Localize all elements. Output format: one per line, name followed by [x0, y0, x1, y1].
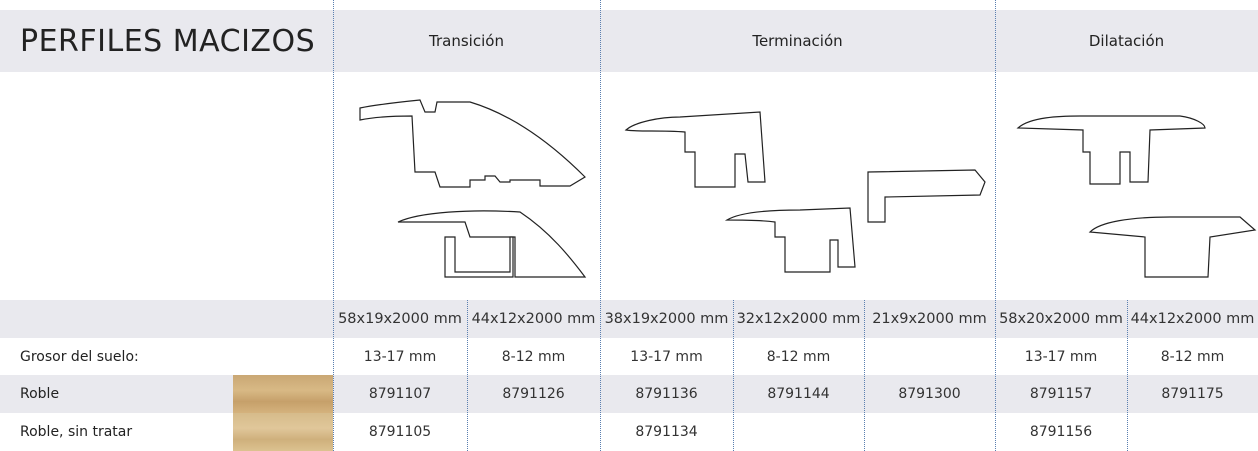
- row-label: Roble: [20, 386, 60, 402]
- cell: 8791144: [767, 386, 830, 402]
- cell: 8791156: [1029, 424, 1093, 440]
- cell: 13-17 mm: [363, 349, 437, 365]
- cell: 8791175: [1161, 386, 1224, 402]
- profile: [1088, 216, 1257, 278]
- size: 58x19x2000 mm: [338, 311, 462, 327]
- group-header: Transición: [429, 32, 504, 50]
- cell: 8791300: [898, 386, 961, 402]
- cell: 8791134: [635, 424, 698, 440]
- wood-swatch: [233, 375, 333, 413]
- cell: 13-17 mm: [1024, 349, 1098, 365]
- size-band: [0, 300, 1258, 338]
- title: PERFILES MACIZOS: [20, 23, 316, 59]
- size: 38x19x2000 mm: [604, 311, 729, 327]
- divider: [995, 0, 996, 451]
- divider: [1127, 300, 1128, 451]
- cell: 8-12 mm: [1160, 349, 1225, 365]
- size: 32x12x2000 mm: [736, 311, 861, 327]
- divider: [467, 300, 468, 451]
- group-header: Terminación: [752, 32, 843, 50]
- profile: [724, 207, 856, 273]
- profile: [624, 111, 766, 188]
- size: 44x12x2000 mm: [1130, 311, 1255, 327]
- cell: 8791105: [368, 424, 432, 440]
- profile: [359, 99, 586, 188]
- cell: 8791157: [1029, 386, 1093, 402]
- cell: 8791107: [368, 386, 432, 402]
- size: 58x20x2000 mm: [999, 311, 1123, 327]
- row-band: [0, 375, 1258, 413]
- profile: [867, 169, 986, 223]
- cell: 8791136: [635, 386, 698, 402]
- size: 44x12x2000 mm: [471, 311, 596, 327]
- profile: [444, 236, 514, 278]
- divider: [733, 300, 734, 451]
- cell: 8791126: [502, 386, 565, 402]
- divider: [333, 0, 334, 451]
- profiles: [359, 99, 1257, 278]
- row-label: Roble, sin tratar: [20, 424, 133, 440]
- divider: [864, 300, 865, 451]
- divider: [600, 0, 601, 451]
- row-label: Grosor del suelo:: [20, 349, 139, 365]
- wood-swatch: [233, 413, 333, 451]
- profile: [1016, 115, 1206, 185]
- group-header: Dilatación: [1088, 32, 1165, 50]
- cell: 8-12 mm: [501, 349, 566, 365]
- profile: [397, 210, 587, 278]
- cell: 8-12 mm: [766, 349, 831, 365]
- size: 21x9x2000 mm: [872, 311, 987, 327]
- cell: 13-17 mm: [630, 349, 703, 365]
- header-band: [0, 10, 1258, 72]
